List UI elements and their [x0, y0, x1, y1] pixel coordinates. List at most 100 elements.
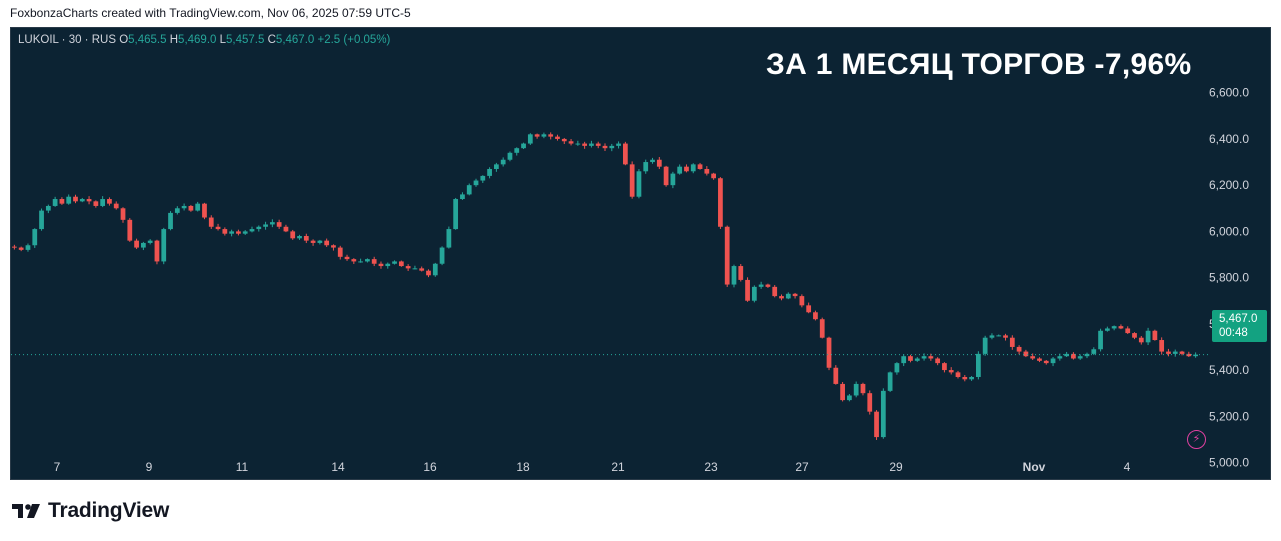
candle — [663, 166, 669, 186]
candle — [840, 383, 845, 401]
candle — [141, 242, 146, 248]
candle — [324, 240, 330, 246]
candle — [914, 358, 920, 361]
candle — [894, 363, 900, 373]
tradingview-brand[interactable]: TradingView — [12, 499, 169, 522]
candle — [799, 296, 805, 306]
candle — [202, 203, 207, 218]
candle — [1098, 330, 1103, 350]
candle — [39, 210, 44, 230]
candle — [534, 134, 540, 137]
candle — [1043, 360, 1049, 364]
candle — [955, 372, 961, 377]
y-tick-label: 6,600.0 — [1209, 86, 1249, 100]
candle — [507, 152, 513, 160]
candle — [18, 247, 24, 250]
candle — [283, 226, 289, 232]
candle — [779, 296, 784, 299]
x-tick-label: 4 — [1124, 460, 1131, 474]
candle — [806, 305, 812, 313]
candle — [351, 259, 357, 262]
candle — [120, 208, 126, 220]
candle — [32, 229, 38, 246]
high-value: 5,469.0 — [178, 34, 217, 46]
candle — [561, 138, 567, 142]
candle — [337, 247, 343, 257]
candle — [310, 240, 316, 243]
candle — [1023, 351, 1029, 357]
candle — [942, 363, 947, 371]
candle — [1172, 351, 1178, 354]
candle — [1071, 353, 1076, 359]
candle — [602, 145, 608, 149]
y-tick-label: 5,400.0 — [1209, 363, 1249, 377]
low-value: 5,457.5 — [226, 34, 265, 46]
candle — [100, 199, 106, 206]
candle — [521, 143, 526, 149]
candle — [466, 185, 472, 195]
candle — [1111, 326, 1117, 329]
candle — [1186, 353, 1192, 357]
candle — [113, 203, 119, 209]
candle — [134, 240, 139, 248]
candle — [595, 143, 601, 146]
candle — [93, 201, 99, 206]
y-tick-label: 6,200.0 — [1209, 178, 1249, 192]
high-key: H — [169, 34, 179, 46]
candle — [1125, 328, 1131, 334]
open-value: 5,465.5 — [128, 34, 167, 46]
candle — [1050, 358, 1056, 364]
candle — [398, 261, 404, 267]
chart-area[interactable]: 5,000.05,200.05,400.05,600.05,800.06,000… — [10, 27, 1271, 480]
candle — [1104, 328, 1110, 331]
candle — [908, 356, 913, 361]
price-chart[interactable]: 5,000.05,200.05,400.05,600.05,800.06,000… — [11, 28, 1272, 481]
candle — [969, 376, 974, 380]
change-value: +2.5 (+0.05%) — [317, 34, 391, 46]
candle — [426, 270, 431, 276]
candle — [1084, 353, 1090, 357]
candle — [392, 261, 397, 264]
last-price-value: 5,467.0 — [1219, 313, 1258, 325]
candle — [107, 199, 112, 204]
chart-annotation: ЗА 1 МЕСЯЦ ТОРГОВ -7,96% — [766, 48, 1192, 81]
candle — [222, 229, 228, 234]
candle — [1179, 351, 1185, 354]
y-tick-label: 6,400.0 — [1209, 132, 1249, 146]
candle — [79, 199, 85, 202]
candle — [297, 236, 302, 239]
candle — [344, 256, 350, 260]
candle — [195, 203, 201, 211]
candle — [446, 229, 452, 248]
candle — [59, 199, 65, 204]
lightning-icon[interactable]: ⚡ — [1187, 430, 1206, 449]
x-tick-label: 7 — [54, 460, 61, 474]
candle — [541, 134, 547, 137]
candle — [181, 205, 187, 209]
candle — [629, 164, 635, 197]
candle — [73, 196, 78, 202]
y-tick-label: 5,000.0 — [1209, 456, 1249, 470]
candle — [86, 199, 92, 202]
candle — [412, 268, 418, 270]
candle — [887, 372, 893, 391]
candle — [290, 231, 296, 239]
candle — [751, 286, 757, 301]
candle — [738, 266, 744, 280]
candle — [154, 240, 160, 262]
candle — [317, 240, 323, 243]
candle — [188, 205, 194, 211]
y-tick-label: 6,000.0 — [1209, 224, 1249, 238]
x-tick-label: 23 — [704, 460, 718, 474]
x-tick-label: 14 — [331, 460, 345, 474]
candle — [677, 166, 683, 174]
candle — [1132, 333, 1137, 338]
symbol-label[interactable]: LUKOIL · 30 · RUS — [18, 34, 116, 46]
y-tick-label: 5,200.0 — [1209, 409, 1249, 423]
candle — [996, 335, 1002, 337]
candle — [1138, 337, 1144, 343]
candle — [948, 370, 954, 373]
candle — [833, 367, 839, 384]
candle — [52, 199, 58, 206]
candle — [826, 337, 832, 368]
